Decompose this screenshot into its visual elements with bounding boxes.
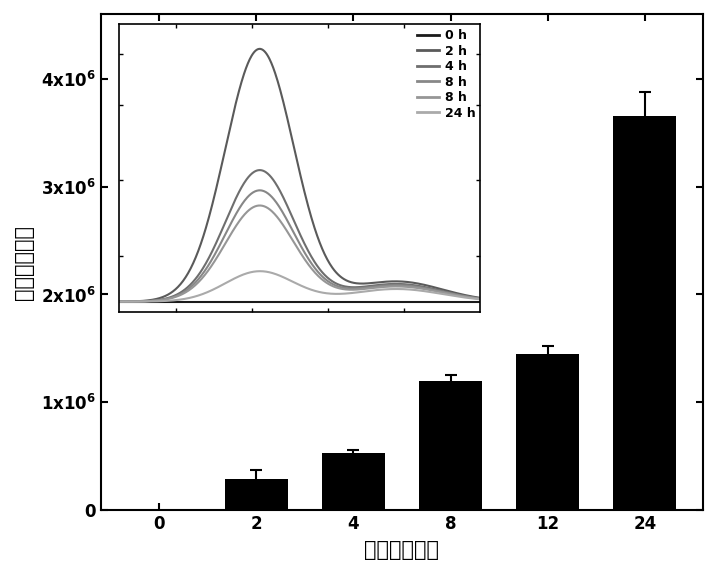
X-axis label: 时间（小时）: 时间（小时） [364, 540, 440, 560]
Bar [224, 479, 288, 510]
Bar [322, 453, 385, 510]
Bar [419, 381, 482, 510]
Y-axis label: 平均荧光强度: 平均荧光强度 [14, 224, 34, 300]
Bar [613, 117, 676, 510]
Bar [516, 354, 579, 510]
